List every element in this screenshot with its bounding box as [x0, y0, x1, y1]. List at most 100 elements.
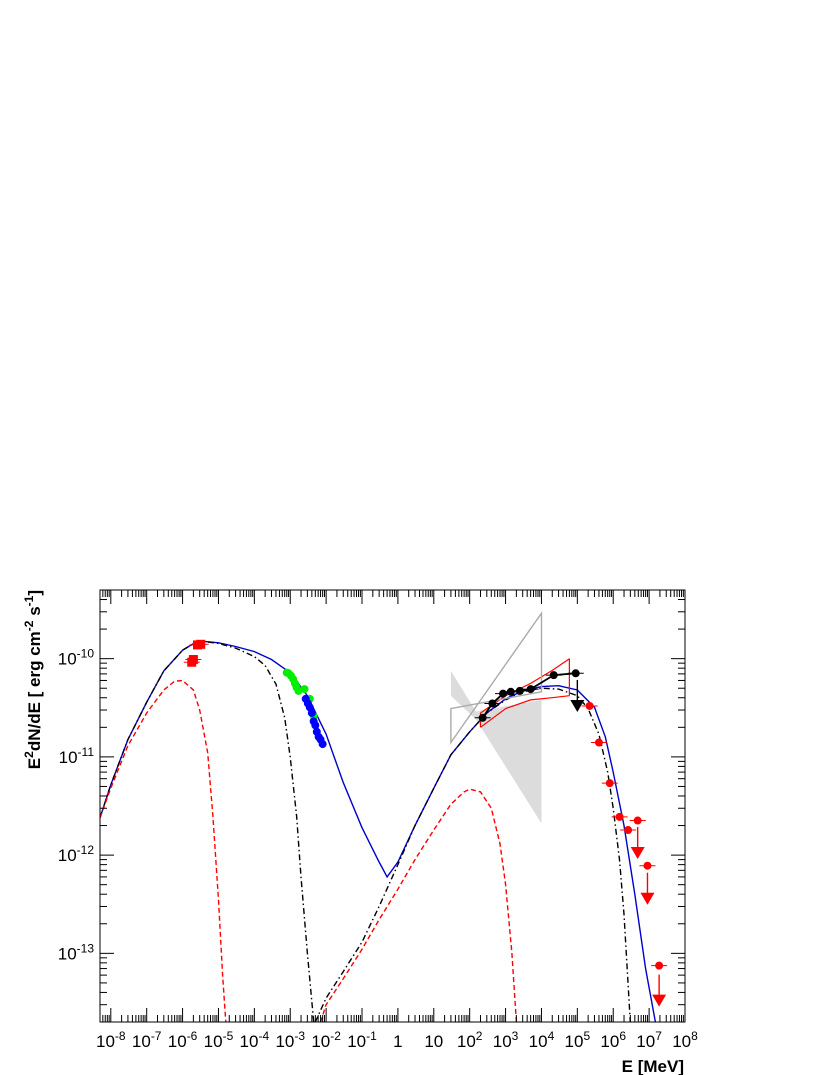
data-point-7-3 — [307, 708, 316, 717]
band-lower — [480, 695, 570, 728]
model-curves-layer — [100, 610, 657, 1022]
axes-layer: 10-8 10-7 10-6 10-5 10-4 10-3 10-2 10-1 1 10 102 10… — [58, 589, 698, 1051]
x-tick-label-exp: -5 — [223, 1029, 234, 1043]
x-tick-label-base: 10 — [600, 1032, 619, 1051]
data-point-6-6 — [294, 686, 303, 695]
model-curve-4 — [319, 788, 518, 1022]
x-tick-label-7: 10-1 — [347, 1029, 377, 1051]
y-tick-label-3: 10-13 — [58, 941, 95, 963]
data-point-8-1 — [488, 699, 497, 708]
y-tick-label-1: 10-11 — [59, 745, 95, 767]
upper-limit-arrow-10-2 — [652, 994, 667, 1007]
x-tick-label-2: 10-6 — [168, 1029, 198, 1051]
x-tick-label-exp: -4 — [258, 1029, 269, 1043]
x-tick-label-0: 10-8 — [96, 1029, 126, 1051]
data-point-8-2 — [499, 689, 508, 698]
x-tick-label-base: 10 — [311, 1032, 330, 1051]
data-point-9-7 — [655, 961, 664, 970]
data-point-8-0 — [478, 713, 487, 722]
data-point-7-9 — [318, 740, 327, 749]
plot-frame — [99, 589, 686, 1023]
x-tick-label-base: 10 — [132, 1032, 151, 1051]
upper-limit-arrow-10-0 — [630, 847, 645, 860]
x-tick-label-base: 10 — [493, 1032, 512, 1051]
x-tick-label-14: 106 — [600, 1029, 626, 1051]
y-tick-label-base: 10 — [59, 748, 78, 767]
x-tick-label-base: 1 — [393, 1032, 402, 1051]
y-tick-label-exp: -13 — [77, 941, 95, 955]
x-tick-label-exp: 5 — [583, 1029, 590, 1043]
x-tick-label-6: 10-2 — [311, 1029, 341, 1051]
data-point-square-5-3 — [196, 639, 206, 649]
data-point-9-0 — [585, 701, 594, 710]
y-tick-label-2: 10-12 — [58, 843, 95, 865]
upper-limit-arrow-11-0 — [570, 699, 585, 712]
model-curve-2 — [314, 687, 631, 1022]
x-tick-label-11: 103 — [493, 1029, 519, 1051]
data-point-9-2 — [605, 779, 614, 788]
data-point-9-4 — [624, 826, 633, 835]
x-tick-label-5: 10-3 — [275, 1029, 305, 1051]
x-tick-label-base: 10 — [529, 1032, 548, 1051]
x-tick-label-base: 10 — [424, 1032, 443, 1051]
data-points-layer — [183, 639, 668, 1007]
x-tick-label-base: 10 — [347, 1032, 366, 1051]
x-tick-label-base: 10 — [565, 1032, 584, 1051]
y-tick-label-base: 10 — [58, 846, 77, 865]
x-tick-label-15: 107 — [636, 1029, 662, 1051]
y-tick-label-exp: -10 — [77, 647, 95, 661]
data-point-8-7 — [571, 669, 580, 678]
x-tick-label-exp: -2 — [330, 1029, 341, 1043]
data-point-9-5 — [633, 816, 642, 825]
x-tick-label-exp: 2 — [476, 1029, 483, 1043]
x-tick-label-exp: 8 — [691, 1029, 698, 1043]
x-tick-label-base: 10 — [96, 1032, 115, 1051]
x-tick-label-exp: -8 — [115, 1029, 126, 1043]
upper-limit-arrow-10-1 — [640, 892, 655, 905]
x-tick-label-1: 10-7 — [132, 1029, 162, 1051]
x-tick-label-base: 10 — [204, 1032, 223, 1051]
x-tick-label-base: 10 — [672, 1032, 691, 1051]
y-tick-label-exp: -12 — [77, 843, 95, 857]
x-tick-label-exp: -7 — [151, 1029, 162, 1043]
data-point-7-5 — [311, 721, 320, 730]
x-tick-label-exp: -1 — [366, 1029, 377, 1043]
data-point-square-5-1 — [188, 655, 198, 665]
data-point-8-4 — [515, 686, 524, 695]
x-tick-label-12: 104 — [529, 1029, 555, 1051]
x-tick-label-exp: 4 — [548, 1029, 555, 1043]
x-tick-label-base: 10 — [275, 1032, 294, 1051]
data-point-8-5 — [526, 685, 535, 694]
x-tick-label-base: 10 — [168, 1032, 187, 1051]
model-curve-0 — [100, 640, 657, 1022]
x-axis-title: E [MeV] — [622, 1057, 684, 1075]
x-tick-label-exp: -3 — [294, 1029, 305, 1043]
x-tick-label-8: 1 — [393, 1032, 402, 1051]
y-tick-label-base: 10 — [58, 650, 77, 669]
x-tick-label-13: 105 — [565, 1029, 591, 1051]
x-tick-label-4: 10-4 — [240, 1029, 270, 1051]
band-upper — [480, 658, 570, 714]
x-tick-label-exp: -6 — [187, 1029, 198, 1043]
x-tick-label-exp: 3 — [512, 1029, 519, 1043]
x-tick-label-base: 10 — [457, 1032, 476, 1051]
data-point-8-6 — [549, 671, 558, 680]
x-tick-label-exp: 6 — [619, 1029, 626, 1043]
x-tick-label-16: 108 — [672, 1029, 698, 1051]
x-tick-label-base: 10 — [636, 1032, 655, 1051]
x-tick-label-10: 102 — [457, 1029, 483, 1051]
data-point-9-6 — [643, 861, 652, 870]
y-tick-label-base: 10 — [58, 944, 77, 963]
y-tick-label-exp: -11 — [78, 745, 95, 759]
data-point-9-3 — [615, 812, 624, 821]
y-axis-title: E2dN/dE [ erg cm-2 s-1] — [22, 590, 44, 769]
data-point-8-3 — [506, 687, 515, 696]
model-curve-3 — [100, 679, 227, 1022]
data-point-9-1 — [594, 738, 603, 747]
x-tick-label-3: 10-5 — [204, 1029, 234, 1051]
y-tick-label-0: 10-10 — [58, 647, 95, 669]
model-curve-1 — [100, 640, 315, 1022]
x-tick-label-base: 10 — [240, 1032, 259, 1051]
bowtie-outline — [450, 610, 543, 745]
